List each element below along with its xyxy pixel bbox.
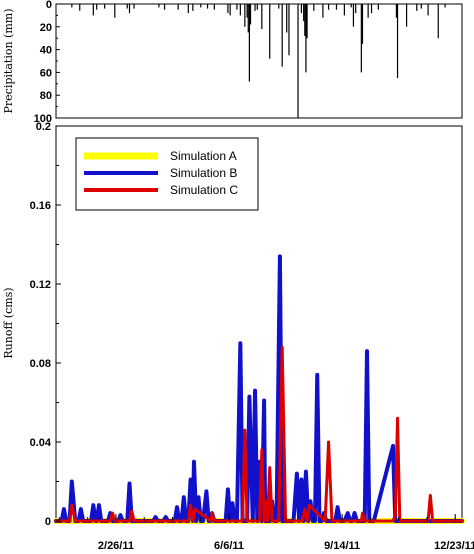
series-simulation-c <box>54 345 464 523</box>
precipitation-y-tick-label: 60 <box>40 67 52 79</box>
precipitation-y-axis-label: Precipitation (mm) <box>2 9 15 114</box>
precipitation-y-tick-label: 80 <box>40 90 52 102</box>
legend: Simulation A Simulation B Simulation C <box>75 137 259 211</box>
legend-box <box>75 137 259 211</box>
legend-label-simulation-c: Simulation C <box>170 183 238 197</box>
runoff-y-tick-label: 0.08 <box>30 358 51 370</box>
precipitation-panel: 0 20 40 60 80 100 Precipitation (mm) <box>2 0 463 125</box>
runoff-y-tick-label: 0.12 <box>30 279 51 291</box>
runoff-y-axis-label: Runoff (cms) <box>2 287 15 358</box>
series-simulation-b <box>54 254 464 523</box>
runoff-y-tick-label: 0.04 <box>30 437 52 449</box>
legend-label-simulation-a: Simulation A <box>170 149 237 163</box>
runoff-x-ticks: 2/26/11 6/6/11 9/14/11 12/23/11 <box>58 514 474 552</box>
precipitation-y-tick-label: 20 <box>40 22 52 34</box>
precipitation-y-tick-label: 0 <box>46 0 52 11</box>
runoff-x-tick-label: 9/14/11 <box>324 540 360 552</box>
runoff-x-tick-label: 2/26/11 <box>98 540 134 552</box>
runoff-y-tick-label: 0 <box>45 516 51 528</box>
runoff-panel: 0 0.04 0.08 0.12 0.16 0.2 2/26/11 6/6/11 9/14/1… <box>2 121 474 552</box>
legend-label-simulation-b: Simulation B <box>170 166 237 180</box>
runoff-y-tick-label: 0.2 <box>36 121 51 133</box>
precipitation-y-ticks: 0 20 40 60 80 100 <box>34 0 60 125</box>
runoff-x-tick-label: 12/23/11 <box>434 540 474 552</box>
precipitation-y-tick-label: 100 <box>34 113 52 125</box>
runoff-y-tick-label: 0.16 <box>30 200 51 212</box>
precipitation-y-tick-label: 40 <box>40 45 52 57</box>
runoff-x-tick-label: 6/6/11 <box>214 540 244 552</box>
runoff-y-ticks: 0 0.04 0.08 0.12 0.16 0.2 <box>30 121 61 528</box>
precipitation-bars <box>71 4 446 118</box>
precipitation-plot-frame <box>55 3 463 119</box>
runoff-series <box>53 254 465 524</box>
